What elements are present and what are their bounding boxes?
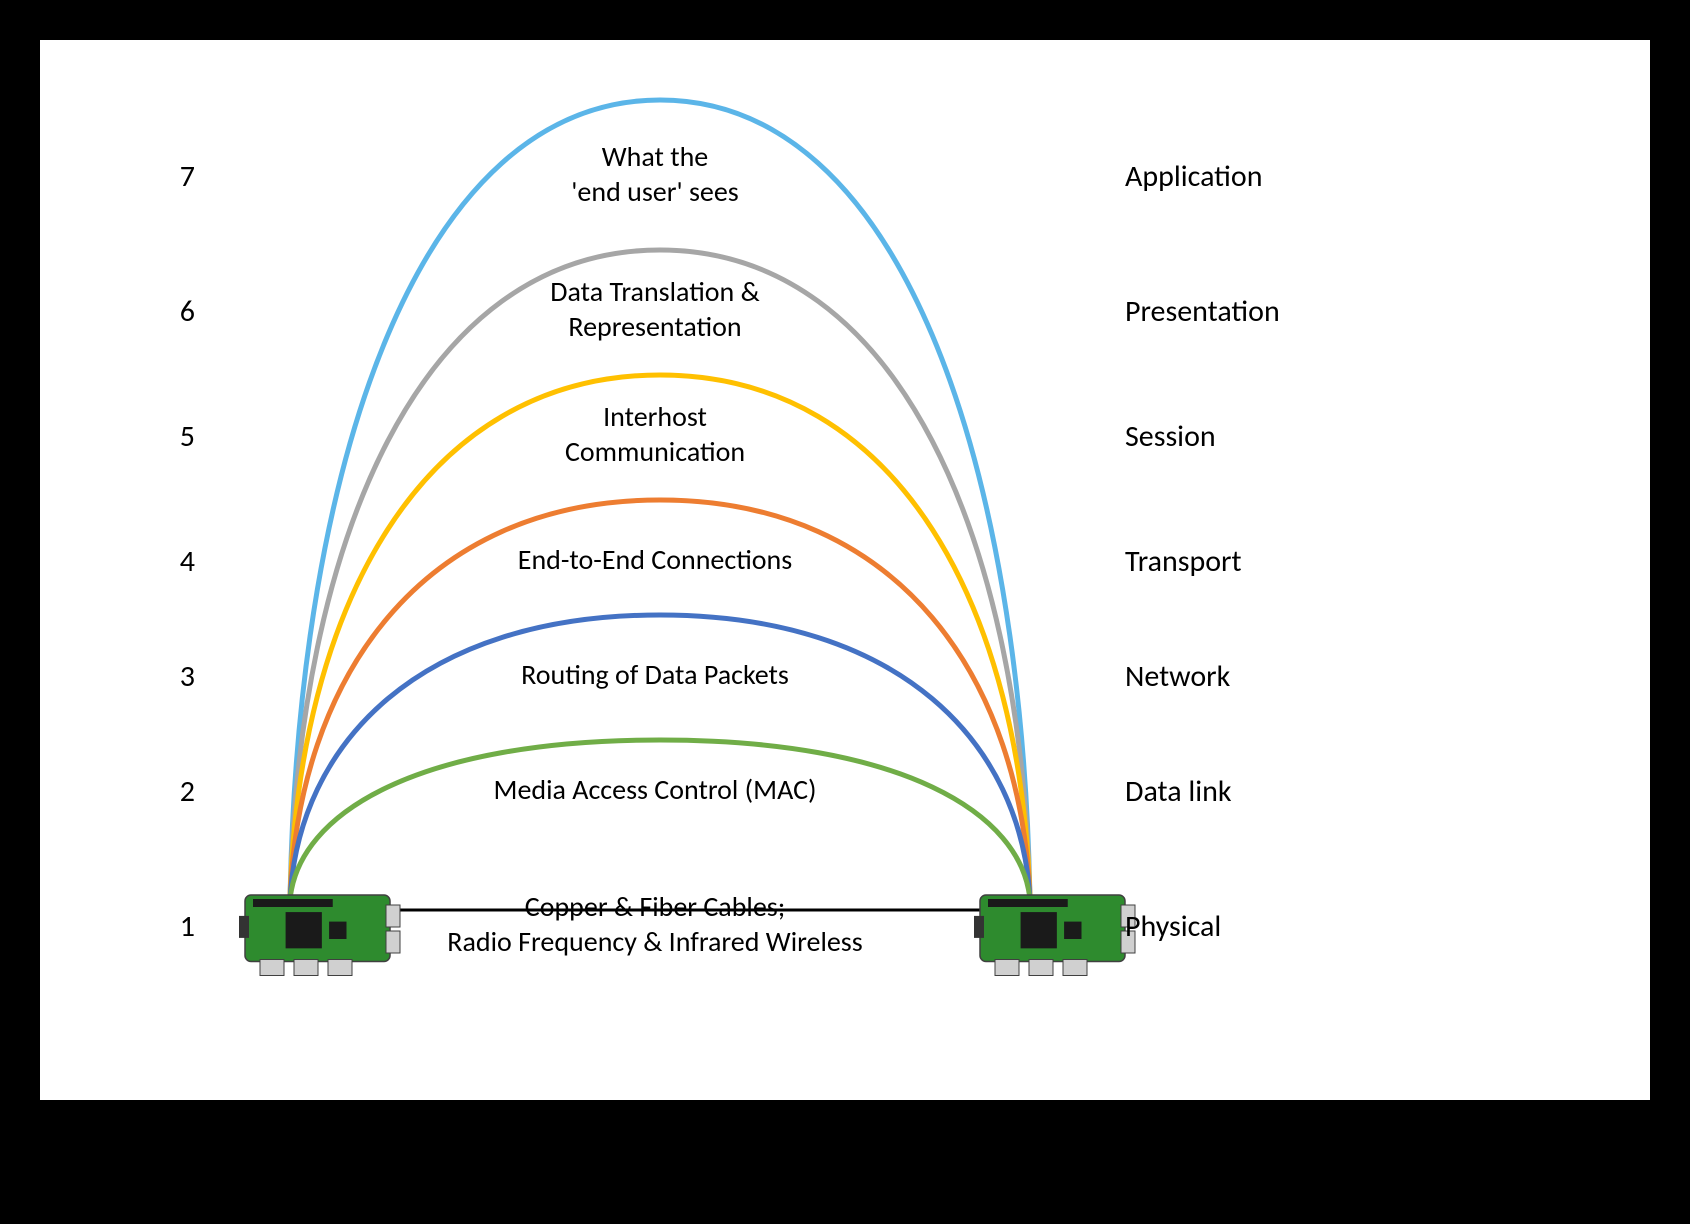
layer-name: Network bbox=[1125, 658, 1230, 695]
layer-name: Data link bbox=[1125, 773, 1232, 810]
layer-description-line: Representation bbox=[430, 309, 880, 344]
layer-description-line: Media Access Control (MAC) bbox=[430, 772, 880, 807]
layer-name: Session bbox=[1125, 418, 1216, 455]
layer-number: 3 bbox=[155, 658, 195, 695]
device-icon bbox=[974, 895, 1135, 976]
layer-description-line: Routing of Data Packets bbox=[430, 657, 880, 692]
layer-name: Physical bbox=[1125, 908, 1221, 945]
layer-number: 2 bbox=[155, 773, 195, 810]
layer-description: Routing of Data Packets bbox=[430, 657, 880, 692]
layer-number: 7 bbox=[155, 158, 195, 195]
layer-number: 4 bbox=[155, 543, 195, 580]
layer-description-line: Radio Frequency & Infrared Wireless bbox=[430, 924, 880, 959]
layer-number: 1 bbox=[155, 908, 195, 945]
layer-name: Transport bbox=[1125, 543, 1242, 580]
layer-name: Application bbox=[1125, 158, 1262, 195]
arc-layer-2 bbox=[290, 740, 1030, 900]
layer-description-line: End-to-End Connections bbox=[430, 542, 880, 577]
layer-number: 6 bbox=[155, 293, 195, 330]
layer-description: Copper & Fiber Cables;Radio Frequency & … bbox=[430, 889, 880, 959]
device-icon bbox=[239, 895, 400, 976]
layer-description: End-to-End Connections bbox=[430, 542, 880, 577]
layer-description-line: Interhost bbox=[430, 399, 880, 434]
layer-name: Presentation bbox=[1125, 293, 1280, 330]
layer-description-line: What the bbox=[430, 139, 880, 174]
layer-description: InterhostCommunication bbox=[430, 399, 880, 469]
layer-description: What the'end user' sees bbox=[430, 139, 880, 209]
layer-description: Data Translation &Representation bbox=[430, 274, 880, 344]
diagram-frame: 7 Application What the'end user' sees 6 Pres… bbox=[40, 40, 1650, 1100]
layer-description: Media Access Control (MAC) bbox=[430, 772, 880, 807]
layer-number: 5 bbox=[155, 418, 195, 455]
layer-description-line: Data Translation & bbox=[430, 274, 880, 309]
layer-description-line: Copper & Fiber Cables; bbox=[430, 889, 880, 924]
layer-description-line: Communication bbox=[430, 434, 880, 469]
layer-description-line: 'end user' sees bbox=[430, 174, 880, 209]
